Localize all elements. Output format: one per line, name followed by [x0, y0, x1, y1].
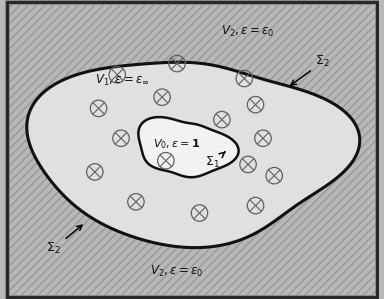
Text: $V_0,\varepsilon=\mathbf{1}$: $V_0,\varepsilon=\mathbf{1}$ — [154, 137, 201, 151]
Text: $\Sigma_2$: $\Sigma_2$ — [46, 225, 82, 256]
Text: $\Sigma_1$: $\Sigma_1$ — [205, 152, 225, 170]
Text: $V_2,\varepsilon = \varepsilon_0$: $V_2,\varepsilon = \varepsilon_0$ — [221, 24, 275, 39]
Text: $\Sigma_2$: $\Sigma_2$ — [291, 54, 330, 85]
Polygon shape — [138, 117, 238, 177]
Polygon shape — [27, 62, 360, 248]
Text: $V_1,\varepsilon =\varepsilon_\infty$: $V_1,\varepsilon =\varepsilon_\infty$ — [96, 73, 150, 88]
Text: $V_2,\varepsilon = \varepsilon_0$: $V_2,\varepsilon = \varepsilon_0$ — [151, 263, 204, 279]
